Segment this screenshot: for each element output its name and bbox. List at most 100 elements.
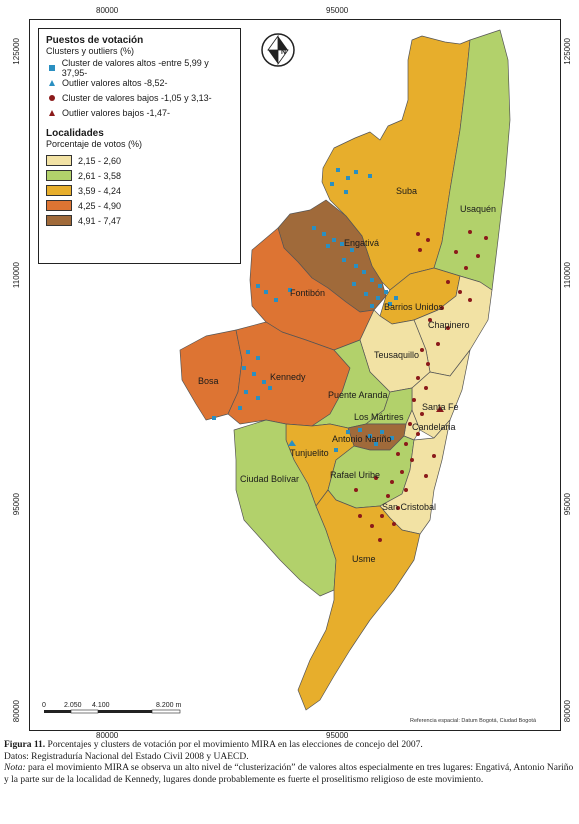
legend-class: 3,59 - 4,24: [46, 183, 233, 198]
cluster-low-point: [426, 362, 430, 366]
cluster-low-point: [440, 306, 444, 310]
map-canvas: Suba Usaquén Engativá Fontibón Barrios U…: [44, 29, 511, 714]
cluster-high-point: [370, 278, 374, 282]
cluster-low-point: [392, 522, 396, 526]
cluster-low-point: [416, 376, 420, 380]
coord-right-110000: 110000: [563, 262, 572, 289]
coord-left-125000: 125000: [12, 38, 21, 65]
figure-label: Figura 11.: [4, 740, 46, 750]
label-puente-aranda: Puente Aranda: [328, 390, 388, 400]
cluster-low-point: [458, 290, 462, 294]
scale-bar: [44, 709, 181, 714]
cluster-high-point: [394, 296, 398, 300]
cluster-low-point: [404, 442, 408, 446]
cluster-low-point: [432, 454, 436, 458]
cluster-high-point: [384, 290, 388, 294]
swatch-icon: [46, 200, 72, 211]
label-suba: Suba: [396, 186, 417, 196]
coord-bottom-80000: 80000: [96, 731, 119, 740]
note-label: Nota:: [4, 763, 26, 773]
label-chapinero: Chapinero: [428, 320, 470, 330]
legend-class-label: 2,61 - 3,58: [78, 170, 122, 181]
swatch-icon: [46, 185, 72, 196]
label-bosa: Bosa: [198, 376, 219, 386]
legend-class: 4,25 - 4,90: [46, 198, 233, 213]
label-santa-fe: Santa Fe: [422, 402, 459, 412]
cluster-low-point: [476, 254, 480, 258]
cluster-high-point: [354, 264, 358, 268]
label-usaquen: Usaquén: [460, 204, 496, 214]
cluster-low-point: [428, 318, 432, 322]
cluster-high-point: [244, 390, 248, 394]
cluster-low-point: [468, 298, 472, 302]
cluster-high-point: [388, 302, 392, 306]
cluster-low-point: [418, 248, 422, 252]
legend-item-outlier-low: Outlier valores bajos -1,47-: [46, 105, 233, 120]
cluster-low-point: [464, 266, 468, 270]
cluster-low-point: [436, 342, 440, 346]
cluster-low-point: [446, 326, 450, 330]
legend-label: Cluster de valores bajos -1,05 y 3,13-: [62, 92, 212, 103]
cluster-low-point: [468, 230, 472, 234]
cluster-low-point: [420, 348, 424, 352]
cluster-low-point: [380, 514, 384, 518]
coord-right-80000: 80000: [563, 700, 572, 723]
label-engativa: Engativá: [344, 238, 379, 248]
cluster-high-point: [252, 372, 256, 376]
red-circle-icon: [49, 94, 55, 101]
cluster-high-point: [336, 168, 340, 172]
coord-top-80000: 80000: [96, 6, 119, 15]
cluster-high-point: [346, 176, 350, 180]
legend-class-label: 4,25 - 4,90: [78, 200, 122, 211]
cluster-low-point: [426, 238, 430, 242]
coord-right-95000: 95000: [563, 493, 572, 516]
outlier-low-point: [436, 406, 444, 412]
cluster-high-point: [352, 282, 356, 286]
figure-caption: Figura 11. Porcentajes y clusters de vot…: [4, 740, 574, 786]
cluster-high-point: [344, 190, 348, 194]
scale-tick-1: 2.050: [64, 702, 82, 709]
cluster-high-point: [376, 296, 380, 300]
cluster-high-point: [350, 248, 354, 252]
spatial-reference: Referencia espacial: Datum Bogotá, Ciuda…: [410, 718, 536, 724]
cluster-low-point: [404, 488, 408, 492]
cluster-high-point: [262, 380, 266, 384]
cluster-high-point: [358, 428, 362, 432]
outlier-high-point: [288, 440, 296, 446]
label-antonio-narino: Antonio Nariño: [332, 434, 392, 444]
legend-class-label: 2,15 - 2,60: [78, 155, 122, 166]
cluster-low-point: [424, 474, 428, 478]
cluster-low-point: [484, 236, 488, 240]
cluster-high-point: [256, 396, 260, 400]
cluster-low-point: [424, 386, 428, 390]
cluster-high-point: [268, 386, 272, 390]
cluster-high-point: [256, 356, 260, 360]
cluster-high-point: [346, 430, 350, 434]
cluster-low-point: [416, 432, 420, 436]
scale-tick-0: 0: [42, 702, 46, 709]
cluster-low-point: [396, 506, 400, 510]
legend-item-cluster-low: Cluster de valores bajos -1,05 y 3,13-: [46, 90, 233, 105]
cluster-low-point: [390, 480, 394, 484]
coord-bottom-95000: 95000: [326, 731, 349, 740]
cluster-high-point: [322, 232, 326, 236]
figure-text: Porcentajes y clusters de votación por e…: [47, 740, 423, 750]
cluster-high-point: [334, 448, 338, 452]
map-frame: Suba Usaquén Engativá Fontibón Barrios U…: [29, 19, 561, 731]
cluster-low-point: [420, 412, 424, 416]
cluster-low-point: [400, 470, 404, 474]
cluster-high-point: [370, 304, 374, 308]
cluster-high-point: [362, 270, 366, 274]
cluster-high-point: [288, 288, 292, 292]
coord-top-95000: 95000: [326, 6, 349, 15]
cluster-low-point: [454, 250, 458, 254]
cluster-low-point: [412, 398, 416, 402]
cluster-low-point: [370, 524, 374, 528]
cluster-high-point: [380, 430, 384, 434]
cluster-high-point: [378, 284, 382, 288]
cluster-high-point: [390, 436, 394, 440]
label-candelaria: Candelaria: [412, 422, 456, 432]
north-arrow-icon: N: [261, 33, 295, 67]
coord-left-95000: 95000: [12, 493, 21, 516]
north-label: N: [281, 49, 286, 56]
